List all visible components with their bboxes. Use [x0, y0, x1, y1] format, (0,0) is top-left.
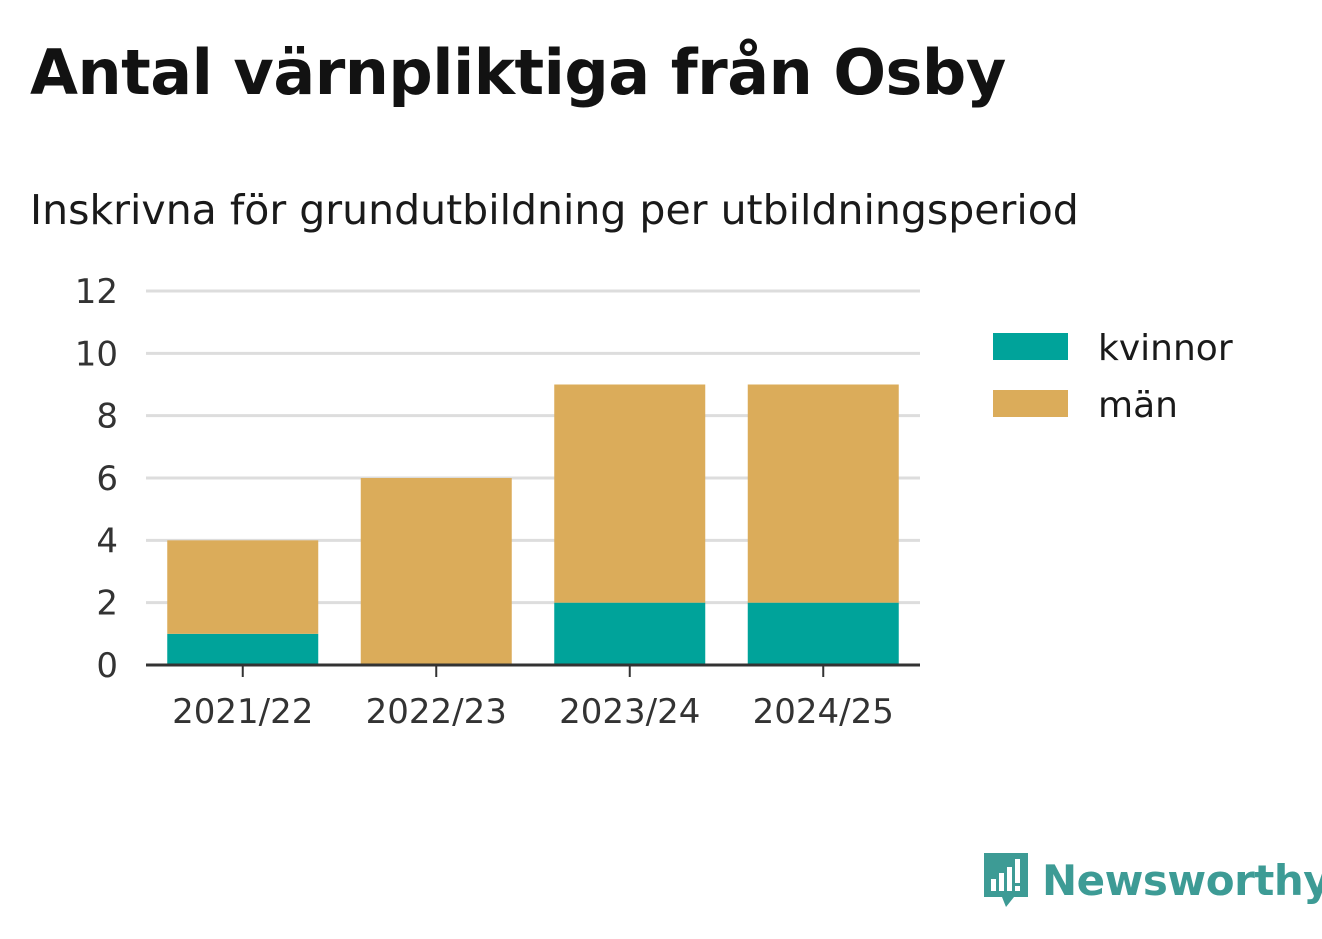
bars [167, 384, 899, 665]
x-tick-label: 2023/24 [559, 692, 700, 732]
x-tick-label: 2021/22 [172, 692, 313, 732]
chart-subtitle: Inskrivna för grundutbildning per utbild… [30, 186, 1079, 234]
y-tick-label: 0 [96, 646, 118, 686]
legend-label-män: män [1098, 385, 1178, 426]
y-tick-label: 6 [96, 459, 118, 499]
y-tick-label: 2 [96, 584, 118, 624]
bar-män-2024-25 [747, 384, 899, 603]
bar-kvinnor-2021-22 [167, 633, 319, 665]
x-tick-label: 2022/23 [366, 692, 507, 732]
bar-kvinnor-2024-25 [747, 602, 899, 665]
bar-kvinnor-2023-24 [554, 602, 706, 665]
y-tick-label: 12 [75, 272, 118, 312]
newsworthy-brand-name: Newsworthy [1042, 855, 1322, 905]
legend-swatch-kvinnor [993, 333, 1068, 360]
bar-män-2022-23 [360, 478, 512, 665]
x-tick-label: 2024/25 [753, 692, 894, 732]
y-tick-label: 4 [96, 521, 118, 561]
chart-title: Antal värnpliktiga från Osby [30, 36, 1006, 109]
legend-label-kvinnor: kvinnor [1098, 328, 1233, 369]
newsworthy-brand: Newsworthy [980, 848, 1322, 912]
y-tick-label: 10 [75, 334, 118, 374]
bar-män-2023-24 [554, 384, 706, 603]
legend: kvinnor män [993, 328, 1233, 426]
legend-swatch-män [993, 390, 1068, 417]
bar-män-2021-22 [167, 540, 319, 634]
newsworthy-logo-icon [984, 853, 1028, 907]
axes: 0 2 4 6 8 10 12 2021/22 2022/23 2023/24 2024/25 [75, 272, 920, 732]
y-tick-label: 8 [96, 397, 118, 437]
